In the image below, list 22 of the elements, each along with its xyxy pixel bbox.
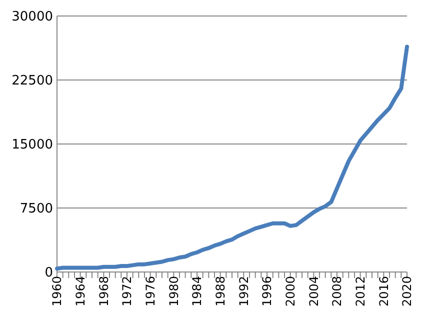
y-tick-label: 15000	[12, 138, 53, 153]
x-tick-label: 2000	[284, 276, 298, 307]
x-tick-label: 2016	[376, 276, 391, 307]
x-tick-label: 1996	[260, 276, 274, 307]
x-tick-label: 1992	[236, 276, 251, 307]
x-tick-label: 1988	[214, 276, 228, 307]
x-tick-label: 2012	[354, 276, 368, 307]
y-tick-label: 7500	[20, 202, 53, 217]
y-tick-label: 22500	[12, 74, 53, 89]
y-tick-label: 0	[44, 266, 53, 281]
x-tick-label: 1960	[50, 276, 64, 307]
x-tick-label: 2020	[400, 276, 414, 307]
x-tick-label: 1964	[74, 276, 88, 307]
x-tick-label: 1984	[190, 276, 204, 307]
x-tick-label: 1980	[166, 276, 181, 307]
y-tick-label: 30000	[12, 10, 53, 25]
x-tick-label: 2004	[306, 276, 321, 307]
x-tick-label: 1976	[144, 276, 158, 307]
x-tick-label: 1968	[96, 276, 111, 307]
x-tick-label: 2008	[330, 276, 344, 307]
line-series	[55, 44, 409, 271]
x-tick-label: 1972	[120, 276, 134, 307]
